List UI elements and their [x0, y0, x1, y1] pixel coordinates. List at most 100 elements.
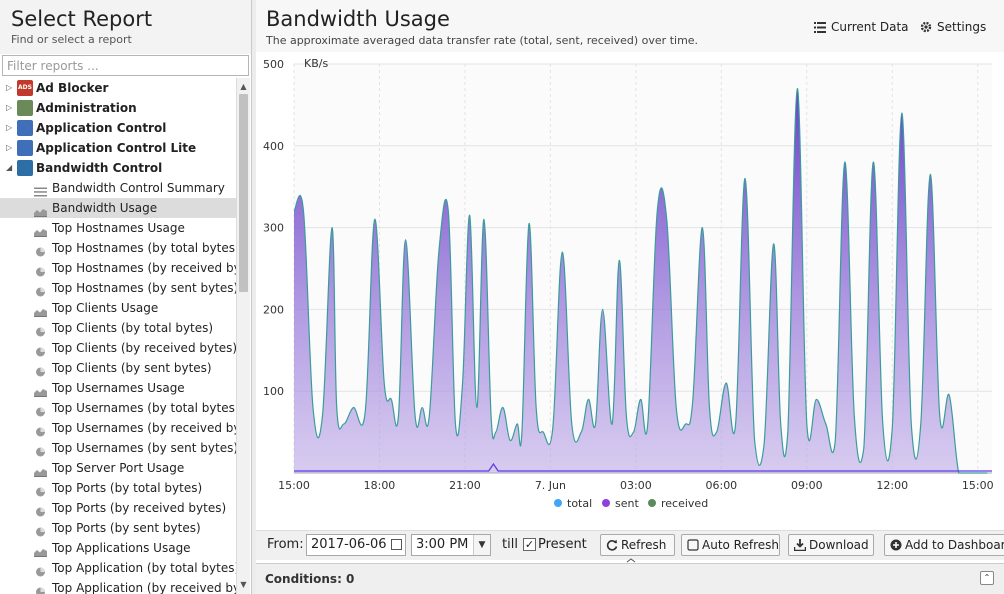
report-label: Top Hostnames (by sent bytes): [52, 281, 236, 295]
from-date-field[interactable]: 2017-06-06: [306, 534, 406, 556]
report-tree: ▷ ADS Ad Blocker ▷ Administration ▷ Applicatio…: [0, 78, 236, 594]
report-list-item[interactable]: Top Ports (by received bytes): [0, 498, 236, 518]
report-label: Top Ports (by sent bytes): [52, 521, 201, 535]
plus-circle-icon: [890, 539, 902, 551]
refresh-label: Refresh: [621, 538, 667, 552]
report-list-item[interactable]: Top Clients (by sent bytes): [0, 358, 236, 378]
resize-handle-icon[interactable]: [621, 558, 641, 563]
application-control-icon: [17, 120, 33, 136]
x-tick-label: 18:00: [364, 479, 396, 492]
report-label: Top Application (by received bytes): [52, 581, 236, 594]
scroll-up-icon[interactable]: ▲: [240, 82, 247, 91]
current-data-button[interactable]: Current Data: [814, 20, 909, 34]
report-label: Top Hostnames (by received byt...: [52, 261, 236, 275]
report-list-item[interactable]: Top Server Port Usage: [0, 458, 236, 478]
tree-scrollbar[interactable]: ▲ ▼: [236, 78, 250, 594]
tree-category-label: Application Control: [36, 121, 167, 135]
auto-refresh-button[interactable]: Auto Refresh: [681, 534, 780, 556]
report-list-item[interactable]: Top Application (by received bytes): [0, 578, 236, 594]
report-list-item[interactable]: Top Usernames (by sent bytes): [0, 438, 236, 458]
pie-chart-icon: [34, 323, 47, 337]
x-tick-label: 21:00: [449, 479, 481, 492]
from-time-select[interactable]: 3:00 PM ▼: [411, 534, 491, 556]
report-list-item[interactable]: Top Hostnames (by total bytes): [0, 238, 236, 258]
collapse-icon[interactable]: ⌃: [980, 571, 994, 585]
report-list-item[interactable]: Top Ports (by sent bytes): [0, 518, 236, 538]
pie-chart-icon: [34, 363, 47, 377]
pie-chart-icon: [34, 423, 47, 437]
report-label: Top Clients (by total bytes): [52, 321, 214, 335]
add-to-dashboard-button[interactable]: Add to Dashboard: [884, 534, 1004, 556]
scroll-down-icon[interactable]: ▼: [240, 580, 247, 589]
report-list-item[interactable]: Top Hostnames (by received byt...: [0, 258, 236, 278]
report-list-item[interactable]: Bandwidth Usage: [0, 198, 236, 218]
report-label: Top Applications Usage: [52, 541, 191, 555]
report-label: Top Hostnames (by total bytes): [52, 241, 236, 255]
report-header: Bandwidth Usage The approximate averaged…: [256, 0, 1004, 52]
legend-marker: [648, 499, 656, 507]
download-button[interactable]: Download: [788, 534, 874, 556]
y-tick-label: 500: [263, 58, 284, 71]
filter-reports-input[interactable]: [2, 55, 249, 76]
x-tick-label: 15:00: [278, 479, 310, 492]
checkbox-empty-icon: [687, 539, 699, 551]
expanded-arrow-icon[interactable]: ◢: [6, 163, 13, 172]
report-label: Top Usernames (by sent bytes): [52, 441, 236, 455]
pie-chart-icon: [34, 563, 47, 577]
tree-category[interactable]: ▷ ADS Ad Blocker: [0, 78, 236, 98]
report-list-item[interactable]: Top Ports (by total bytes): [0, 478, 236, 498]
administration-icon: [17, 100, 33, 116]
report-label: Top Hostnames Usage: [52, 221, 185, 235]
report-list-item[interactable]: Top Usernames (by received bytes): [0, 418, 236, 438]
pie-chart-icon: [34, 263, 47, 277]
report-list-item[interactable]: Top Applications Usage: [0, 538, 236, 558]
legend-label: received: [661, 497, 708, 510]
report-label: Top Clients (by received bytes): [52, 341, 236, 355]
report-list-item[interactable]: Top Clients (by total bytes): [0, 318, 236, 338]
calendar-icon[interactable]: [391, 539, 402, 550]
pie-chart-icon: [34, 483, 47, 497]
collapsed-arrow-icon[interactable]: ▷: [6, 123, 13, 132]
report-list-item[interactable]: Top Hostnames Usage: [0, 218, 236, 238]
legend-marker: [602, 499, 610, 507]
scroll-thumb[interactable]: [239, 94, 248, 292]
download-icon: [794, 539, 806, 551]
time-range-toolbar: From: 2017-06-06 3:00 PM ▼ till ✓ Presen…: [256, 530, 1004, 563]
report-list-item[interactable]: Top Hostnames (by sent bytes): [0, 278, 236, 298]
report-view: Bandwidth Usage The approximate averaged…: [256, 0, 1004, 594]
x-tick-label: 12:00: [876, 479, 908, 492]
report-list-item[interactable]: Top Usernames (by total bytes): [0, 398, 236, 418]
y-tick-label: 300: [263, 222, 284, 235]
bandwidth-chart: 100 200 300 400 500 KB/s 15:00 18:00 21:00 7. Jun…: [256, 52, 1004, 530]
tree-category[interactable]: ▷ Administration: [0, 98, 236, 118]
download-label: Download: [809, 538, 869, 552]
present-checkbox[interactable]: ✓: [523, 538, 536, 551]
report-title: Bandwidth Usage: [266, 7, 450, 31]
x-tick-label: 06:00: [705, 479, 737, 492]
tree-category-label: Application Control Lite: [36, 141, 197, 155]
report-label: Top Ports (by total bytes): [52, 481, 203, 495]
tree-category[interactable]: ◢ Bandwidth Control: [0, 158, 236, 178]
chevron-down-icon[interactable]: ▼: [473, 535, 490, 555]
report-list-item[interactable]: Top Usernames Usage: [0, 378, 236, 398]
settings-button[interactable]: Settings: [920, 20, 986, 34]
report-label: Top Application (by total bytes): [52, 561, 236, 575]
refresh-button[interactable]: Refresh: [600, 534, 675, 556]
collapsed-arrow-icon[interactable]: ▷: [6, 103, 13, 112]
application-control-lite-icon: [17, 140, 33, 156]
report-list-item[interactable]: Bandwidth Control Summary: [0, 178, 236, 198]
tree-category[interactable]: ▷ Application Control: [0, 118, 236, 138]
report-list-item[interactable]: Top Clients Usage: [0, 298, 236, 318]
report-list-item[interactable]: Top Application (by total bytes): [0, 558, 236, 578]
report-label: Bandwidth Control Summary: [52, 181, 225, 195]
total-area: [294, 88, 988, 473]
collapsed-arrow-icon[interactable]: ▷: [6, 83, 13, 92]
collapsed-arrow-icon[interactable]: ▷: [6, 143, 13, 152]
report-list-item[interactable]: Top Clients (by received bytes): [0, 338, 236, 358]
pie-chart-icon: [34, 243, 47, 257]
tree-category[interactable]: ▷ Application Control Lite: [0, 138, 236, 158]
pie-chart-icon: [34, 343, 47, 357]
pie-chart-icon: [34, 503, 47, 517]
report-selector-header: Select Report Find or select a report: [0, 0, 251, 54]
conditions-bar[interactable]: Conditions: 0 ⌃: [256, 563, 1004, 594]
